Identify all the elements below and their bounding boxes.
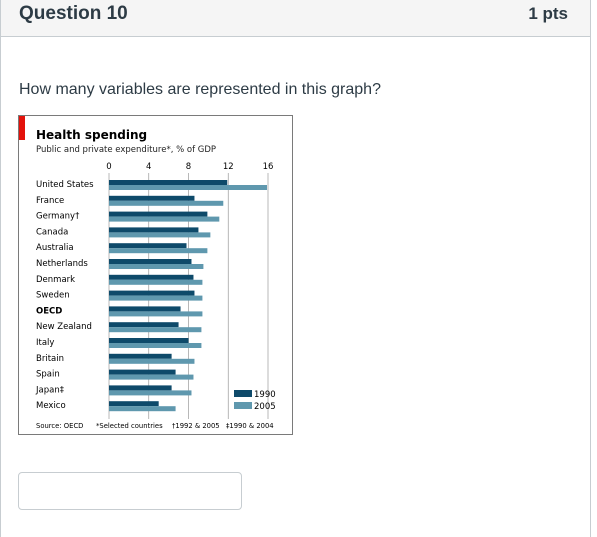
bar-1990 bbox=[109, 180, 228, 185]
category-label: France bbox=[36, 196, 64, 206]
category-label: Netherlands bbox=[36, 259, 88, 269]
answer-input[interactable] bbox=[18, 472, 242, 510]
question-body bbox=[0, 37, 591, 537]
chart-plot: 0 4 8 12 16 United States France Germany† Canada… bbox=[35, 162, 276, 430]
category-label: New Zealand bbox=[36, 322, 92, 332]
question-points: 1 pts bbox=[528, 4, 568, 23]
bar-2005 bbox=[109, 232, 211, 238]
question-title: Question 10 bbox=[19, 3, 128, 24]
bar-2005 bbox=[109, 358, 195, 364]
bar-1990 bbox=[109, 195, 195, 201]
bar-2005 bbox=[109, 200, 224, 206]
chart-title: Health spending bbox=[36, 128, 148, 142]
bar-1990 bbox=[109, 385, 172, 391]
bar-2005 bbox=[109, 390, 192, 396]
x-tick-label: 16 bbox=[263, 162, 274, 172]
bar-2005 bbox=[109, 295, 203, 301]
category-label: Mexico bbox=[36, 401, 66, 411]
category-label: Canada bbox=[36, 227, 68, 237]
bar-1990 bbox=[109, 369, 176, 375]
bar-1990 bbox=[109, 306, 181, 312]
x-tick-label: 0 bbox=[106, 162, 111, 172]
bar-1990 bbox=[109, 322, 179, 328]
category-label: Britain bbox=[36, 354, 64, 364]
bar-1990 bbox=[109, 274, 194, 280]
bar-1990 bbox=[109, 338, 189, 343]
bar-1990 bbox=[109, 211, 208, 217]
chart-footnote: *Selected countries bbox=[96, 422, 163, 430]
category-label: Spain bbox=[36, 370, 60, 380]
chart-footnote: †1992 & 2005 bbox=[172, 422, 220, 430]
bar-1990 bbox=[109, 401, 159, 407]
chart-footnote: ‡1990 & 2004 bbox=[226, 422, 274, 430]
legend-label-1990: 1990 bbox=[254, 390, 276, 400]
x-tick-label: 4 bbox=[146, 162, 151, 172]
legend-label-2005: 2005 bbox=[254, 402, 276, 412]
bar-2005 bbox=[109, 327, 202, 333]
bar-2005 bbox=[109, 406, 176, 412]
bar-2005 bbox=[109, 185, 268, 190]
bar-1990 bbox=[109, 259, 192, 264]
category-label: Japan‡ bbox=[35, 385, 65, 395]
category-label: Denmark bbox=[36, 275, 75, 285]
bar-1990 bbox=[109, 353, 172, 359]
bar-1990 bbox=[109, 227, 199, 233]
legend-swatch-1990 bbox=[234, 390, 252, 397]
category-label: Sweden bbox=[36, 291, 70, 301]
bar-2005 bbox=[109, 216, 220, 222]
category-label: Australia bbox=[36, 243, 74, 253]
bar-1990 bbox=[109, 243, 187, 249]
bar-2005 bbox=[109, 248, 208, 254]
category-label: United States bbox=[36, 180, 94, 190]
category-label: Germany† bbox=[36, 212, 80, 222]
bar-2005 bbox=[109, 343, 202, 348]
bar-2005 bbox=[109, 279, 203, 285]
question-header: Question 10 1 pts bbox=[0, 0, 591, 37]
chart-subtitle: Public and private expenditure*, % of GD… bbox=[36, 145, 217, 155]
chart-red-tag bbox=[19, 116, 25, 140]
legend-swatch-2005 bbox=[234, 402, 252, 409]
bar-2005 bbox=[109, 311, 203, 317]
x-tick-label: 8 bbox=[186, 162, 191, 172]
health-spending-chart: Health spending Public and private expen… bbox=[18, 115, 293, 435]
category-label: Italy bbox=[36, 338, 54, 348]
chart-source: Source: OECD bbox=[36, 422, 83, 430]
category-label: OECD bbox=[36, 306, 62, 316]
question-text: How many variables are represented in th… bbox=[19, 81, 381, 98]
bar-2005 bbox=[109, 374, 194, 380]
bar-2005 bbox=[109, 264, 204, 269]
x-tick-label: 12 bbox=[223, 162, 234, 172]
bar-1990 bbox=[109, 290, 195, 296]
